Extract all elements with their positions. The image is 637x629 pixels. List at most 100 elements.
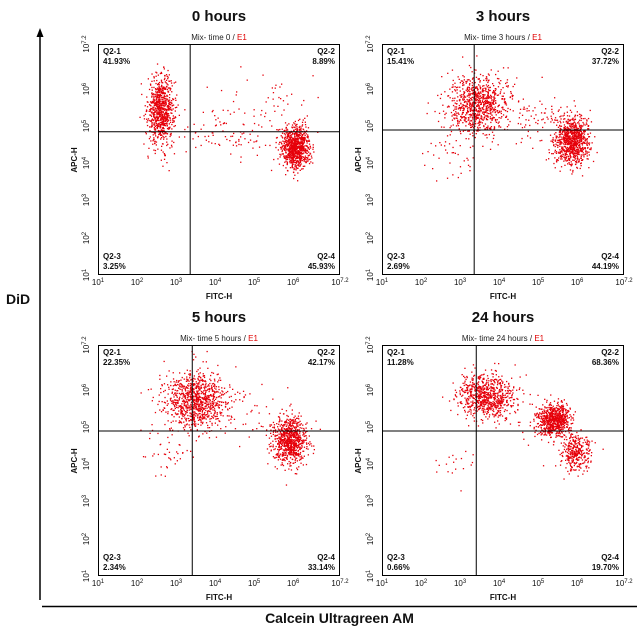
event-point (180, 405, 182, 408)
event-point (462, 109, 464, 112)
tick-exponent: 5 (256, 278, 261, 284)
event-point (153, 132, 156, 134)
event-point (488, 74, 490, 76)
event-point (155, 141, 158, 143)
event-point (539, 140, 541, 142)
subtitle-text: Mix- time 0 / (191, 33, 235, 42)
event-point (463, 101, 466, 103)
event-point (303, 137, 305, 139)
event-point (275, 141, 277, 144)
event-point (576, 151, 579, 153)
event-point (201, 410, 203, 412)
event-point (455, 86, 458, 89)
event-point (171, 146, 173, 148)
event-point (442, 104, 444, 106)
event-point (434, 110, 436, 113)
event-point (567, 136, 570, 138)
event-point (424, 164, 426, 166)
event-point (203, 390, 205, 392)
event-point (200, 407, 202, 409)
event-point (460, 119, 462, 122)
event-point (574, 132, 576, 134)
event-point (299, 164, 302, 166)
event-point (187, 407, 190, 409)
event-point (490, 69, 492, 71)
event-point (211, 389, 214, 391)
event-point (164, 112, 166, 115)
event-point (206, 395, 208, 397)
event-point (169, 101, 171, 103)
event-point (569, 149, 571, 151)
event-point (554, 117, 557, 119)
event-point (203, 408, 205, 411)
event-point (298, 143, 300, 145)
event-point (581, 139, 583, 142)
event-point (181, 403, 183, 405)
event-point (151, 89, 153, 91)
event-point (301, 136, 303, 138)
event-point (287, 134, 289, 136)
event-point (486, 112, 488, 114)
event-point (162, 98, 164, 101)
event-point (483, 113, 485, 115)
event-point (290, 449, 292, 452)
event-point (564, 153, 566, 155)
event-point (487, 91, 489, 93)
event-point (294, 132, 297, 134)
event-point (489, 110, 491, 112)
event-point (567, 121, 569, 123)
event-point (578, 119, 581, 121)
event-point (488, 127, 491, 130)
event-point (290, 140, 292, 142)
event-point (293, 157, 295, 159)
event-point (459, 109, 462, 111)
event-point (479, 73, 482, 76)
event-point (583, 141, 586, 144)
event-point (216, 413, 218, 415)
event-point (453, 118, 456, 120)
event-point (166, 144, 168, 147)
event-point (156, 127, 158, 129)
event-point (588, 136, 591, 138)
event-point (153, 113, 155, 115)
event-point (286, 148, 288, 150)
event-point (287, 429, 290, 431)
tick-base: 10 (82, 123, 91, 133)
event-point (454, 113, 456, 115)
event-point (213, 414, 215, 416)
event-point (485, 76, 488, 78)
event-point (200, 144, 202, 147)
event-point (455, 125, 458, 127)
event-point (564, 127, 566, 130)
event-point (582, 159, 584, 161)
event-point (278, 445, 280, 447)
event-point (296, 467, 298, 469)
event-point (298, 446, 300, 448)
event-point (287, 463, 289, 465)
event-point (209, 389, 211, 391)
event-point (212, 390, 214, 392)
event-point (206, 401, 208, 403)
event-point (293, 159, 295, 162)
event-point (578, 160, 580, 162)
event-point (304, 155, 307, 157)
event-point (203, 124, 205, 126)
event-point (458, 113, 460, 115)
event-point (441, 76, 443, 78)
event-point (583, 136, 585, 138)
event-point (481, 100, 484, 102)
event-point (576, 156, 579, 158)
event-point (303, 133, 305, 135)
event-point (479, 111, 481, 113)
event-point (172, 372, 174, 374)
event-point (206, 350, 208, 353)
event-point (199, 416, 201, 418)
event-point (154, 102, 156, 104)
event-point (468, 79, 470, 81)
event-point (149, 101, 152, 103)
event-point (160, 112, 163, 114)
event-point (475, 102, 477, 104)
event-point (299, 456, 301, 458)
event-point (164, 120, 167, 123)
event-point (277, 158, 279, 160)
